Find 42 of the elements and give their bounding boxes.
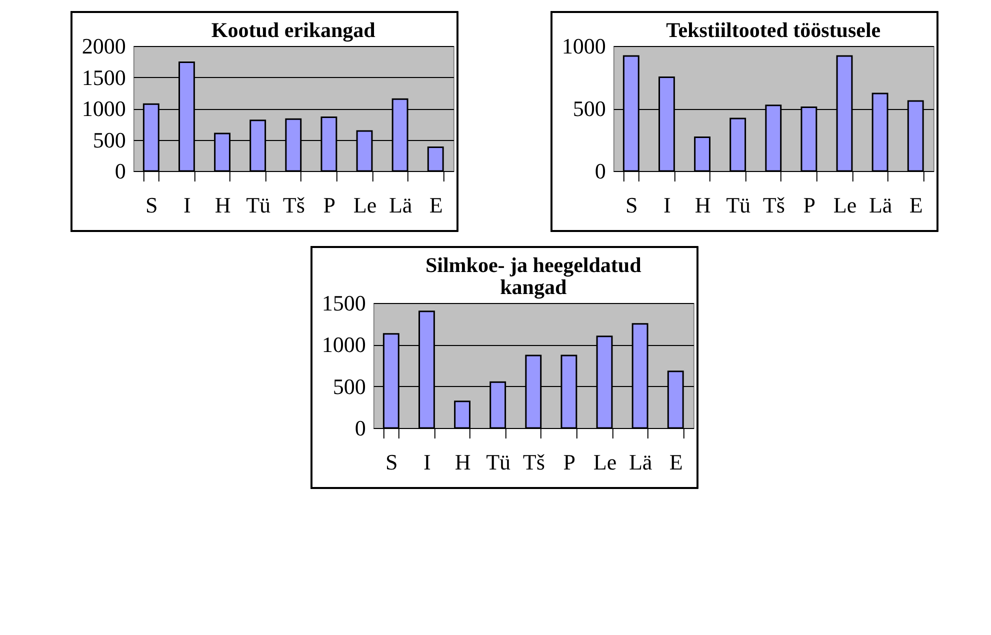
x-tick-label: Le <box>353 192 377 218</box>
y-tick-label: 500 <box>572 96 606 121</box>
y-tick-label: 1500 <box>82 64 126 90</box>
x-tick-label: H <box>454 450 471 474</box>
x-tick-label: S <box>626 192 638 218</box>
y-tick-label: 500 <box>92 127 126 152</box>
x-tick-label: P <box>563 450 576 474</box>
chart-title: Kootud erikangad <box>211 18 376 42</box>
y-tick-label: 1000 <box>82 96 126 121</box>
x-tick-label: Tü <box>246 192 271 218</box>
x-tick-label: P <box>803 192 816 218</box>
x-tick-label: Tš <box>282 192 305 218</box>
x-tick-label: P <box>323 192 336 218</box>
x-tick-label: S <box>386 450 398 474</box>
x-tick-label: I <box>424 450 431 474</box>
x-tick-label: E <box>909 192 923 218</box>
x-tick-label: Lä <box>628 450 652 474</box>
x-tick-label: Tü <box>486 450 511 474</box>
x-tick-label: Tš <box>762 192 785 218</box>
x-tick-label: E <box>429 192 443 218</box>
y-tick-label: 1000 <box>322 332 366 358</box>
y-tick-label: 0 <box>594 158 606 184</box>
y-tick-label: 0 <box>114 158 126 184</box>
chart-title: Tekstiiltooted tööstusele <box>666 18 881 42</box>
x-tick-label: E <box>669 450 683 474</box>
x-tick-label: Lä <box>388 192 412 218</box>
y-tick-label: 0 <box>354 416 366 440</box>
x-tick-label: Lä <box>868 192 892 218</box>
chart-title: Silmkoe- ja heegeldatud kangad <box>425 253 642 299</box>
y-tick-label: 1500 <box>322 290 366 316</box>
x-tick-label: Tš <box>522 450 545 474</box>
x-tick-label: H <box>694 192 711 218</box>
x-tick-label: I <box>184 192 191 218</box>
x-tick-label: Le <box>833 192 857 218</box>
y-tick-label: 500 <box>332 374 366 399</box>
x-tick-label: S <box>146 192 158 218</box>
y-tick-label: 1000 <box>562 34 606 58</box>
y-tick-label: 2000 <box>82 34 126 58</box>
x-tick-label: Tü <box>726 192 751 218</box>
x-tick-label: Le <box>593 450 617 474</box>
x-tick-label: I <box>664 192 671 218</box>
x-tick-label: H <box>214 192 231 218</box>
